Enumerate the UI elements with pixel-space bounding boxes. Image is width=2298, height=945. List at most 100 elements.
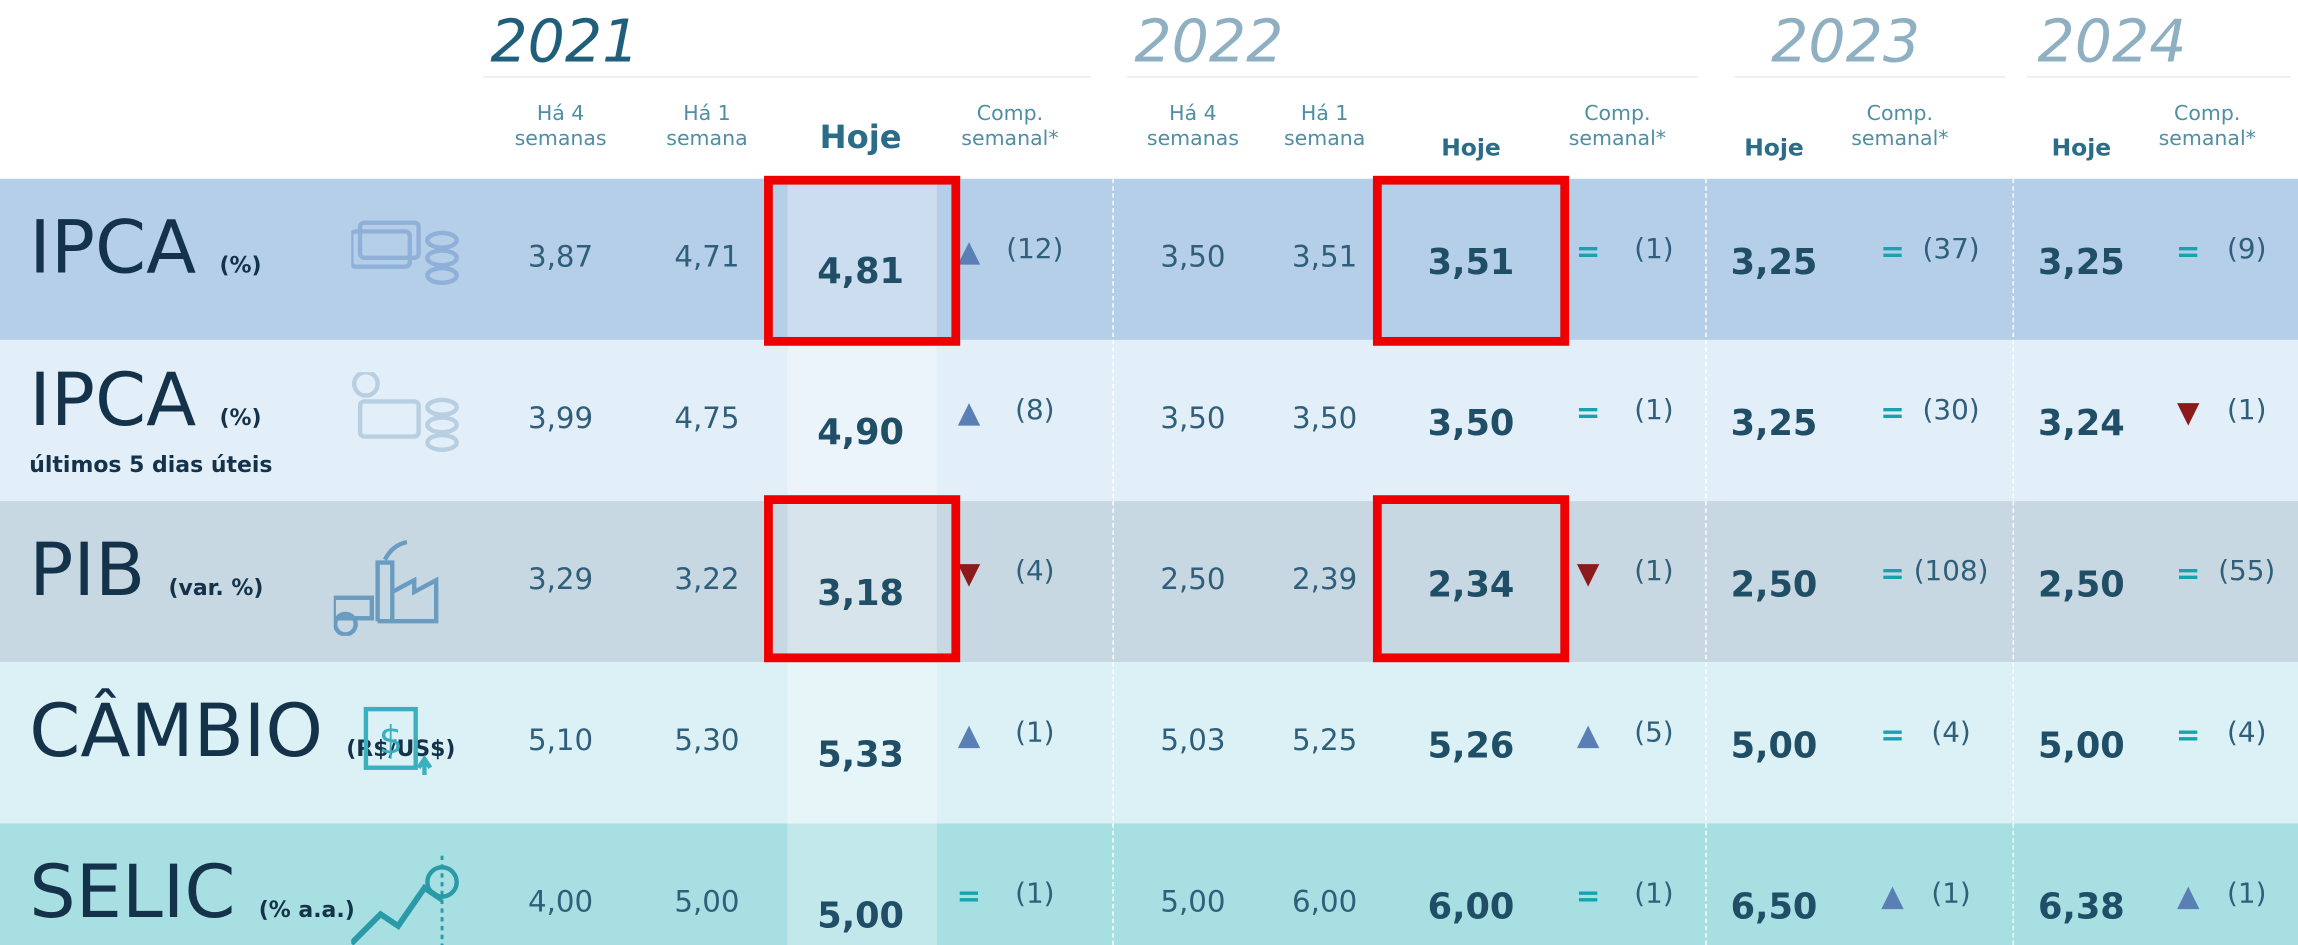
indicator-label: IPCA (29, 357, 196, 442)
weekly-count: (1) (2203, 394, 2291, 426)
column-header: Hoje (1720, 135, 1828, 160)
value-cell: 5,00 (2016, 725, 2148, 766)
value-cell: 3,24 (2016, 403, 2148, 444)
value-cell: 3,99 (495, 400, 627, 435)
trend-indicator: ▲ (1566, 716, 1610, 751)
trend-indicator: = (1566, 878, 1610, 913)
value-cell: 5,00 (1708, 725, 1840, 766)
highlight-box (764, 176, 960, 346)
indicator-name: IPCA (%) (29, 205, 261, 290)
indicator-note: últimos 5 dias úteis (29, 451, 272, 477)
table: 2021Há 4 semanasHá 1 semanaHojeComp. sem… (0, 0, 2298, 945)
column-header: Comp. semanal* (1846, 103, 1954, 153)
indicator-icon (351, 372, 468, 475)
column-header: Comp. semanal* (2153, 103, 2261, 153)
column-header: Há 4 semanas (506, 103, 614, 153)
value-cell: 4,75 (641, 400, 773, 435)
divider (2013, 179, 2014, 945)
value-cell: 5,10 (495, 722, 627, 757)
value-cell: 3,50 (1127, 239, 1259, 274)
weekly-count: (1) (991, 716, 1079, 748)
value-cell: 6,38 (2016, 886, 2148, 927)
value-cell: 3,50 (1127, 400, 1259, 435)
weekly-count: (4) (991, 555, 1079, 587)
weekly-count: (4) (1907, 716, 1995, 748)
weekly-count: (1) (1610, 878, 1698, 910)
svg-text:$: $ (379, 718, 403, 762)
weekly-count: (8) (991, 394, 1079, 426)
weekly-count: (30) (1907, 394, 1995, 426)
year-rule (1734, 76, 2005, 77)
column-header: Há 1 semana (653, 103, 761, 153)
value-cell: 4,00 (495, 883, 627, 918)
value-cell: 6,00 (1405, 886, 1537, 927)
indicator-label: SELIC (29, 850, 235, 935)
indicator-name: SELIC (% a.a.) (29, 850, 354, 935)
year-rule (2027, 76, 2290, 77)
highlight-box (1373, 495, 1569, 662)
weekly-count: (4) (2203, 716, 2291, 748)
weekly-count: (12) (991, 233, 1079, 265)
value-cell: 3,50 (1259, 400, 1391, 435)
year-label: 2023 (1771, 9, 1920, 76)
year-rule (483, 76, 1090, 77)
value-cell: 3,87 (495, 239, 627, 274)
indicator-icon (334, 533, 451, 636)
value-cell: 2,50 (2016, 564, 2148, 605)
trend-indicator: ▲ (947, 716, 991, 751)
weekly-count: (5) (1610, 716, 1698, 748)
weekly-count: (55) (2203, 555, 2291, 587)
column-header: Há 4 semanas (1139, 103, 1247, 153)
value-cell: 5,33 (795, 734, 927, 775)
indicator-unit: (var. %) (168, 574, 263, 600)
value-cell: 5,25 (1259, 722, 1391, 757)
weekly-count: (1) (2203, 878, 2291, 910)
value-cell: 5,00 (1127, 883, 1259, 918)
highlight-box (764, 495, 960, 662)
indicator-label: CÂMBIO (29, 689, 323, 774)
value-cell: 3,22 (641, 561, 773, 596)
weekly-count: (37) (1907, 233, 1995, 265)
value-cell: 3,50 (1405, 403, 1537, 444)
column-header: Comp. semanal* (1563, 103, 1671, 153)
indicator-icon: $ (351, 694, 468, 797)
value-cell: 3,25 (1708, 403, 1840, 444)
value-cell: 5,26 (1405, 725, 1537, 766)
value-cell: 3,51 (1259, 239, 1391, 274)
indicator-icon (351, 856, 468, 945)
divider (1705, 179, 1706, 945)
value-cell: 3,25 (1708, 242, 1840, 283)
indicator-label: PIB (29, 527, 145, 612)
indicator-icon (351, 211, 468, 314)
highlight-box (1373, 176, 1569, 346)
value-cell: 3,25 (2016, 242, 2148, 283)
indicator-name: PIB (var. %) (29, 527, 263, 612)
value-cell: 6,00 (1259, 883, 1391, 918)
weekly-count: (108) (1907, 555, 1995, 587)
column-header: Há 1 semana (1270, 103, 1378, 153)
weekly-count: (1) (1907, 878, 1995, 910)
indicator-name: IPCA (%) (29, 357, 261, 442)
value-cell: 6,50 (1708, 886, 1840, 927)
value-cell: 2,39 (1259, 561, 1391, 596)
trend-indicator: ▼ (1566, 555, 1610, 590)
column-header: Hoje (806, 126, 914, 151)
year-label: 2024 (2037, 9, 2186, 76)
value-cell: 2,50 (1127, 561, 1259, 596)
indicator-unit: (%) (219, 252, 261, 278)
weekly-count: (1) (1610, 394, 1698, 426)
value-cell: 4,90 (795, 412, 927, 453)
indicator-label: IPCA (29, 205, 196, 290)
column-header: Hoje (1417, 135, 1525, 160)
value-cell: 4,71 (641, 239, 773, 274)
weekly-count: (1) (1610, 555, 1698, 587)
weekly-count: (1) (1610, 233, 1698, 265)
column-header: Comp. semanal* (956, 103, 1064, 153)
trend-indicator: = (1566, 233, 1610, 268)
trend-indicator: = (1566, 394, 1610, 429)
value-cell: 5,00 (641, 883, 773, 918)
value-cell: 3,29 (495, 561, 627, 596)
value-cell: 2,50 (1708, 564, 1840, 605)
value-cell: 5,03 (1127, 722, 1259, 757)
indicator-unit: (%) (219, 404, 261, 430)
